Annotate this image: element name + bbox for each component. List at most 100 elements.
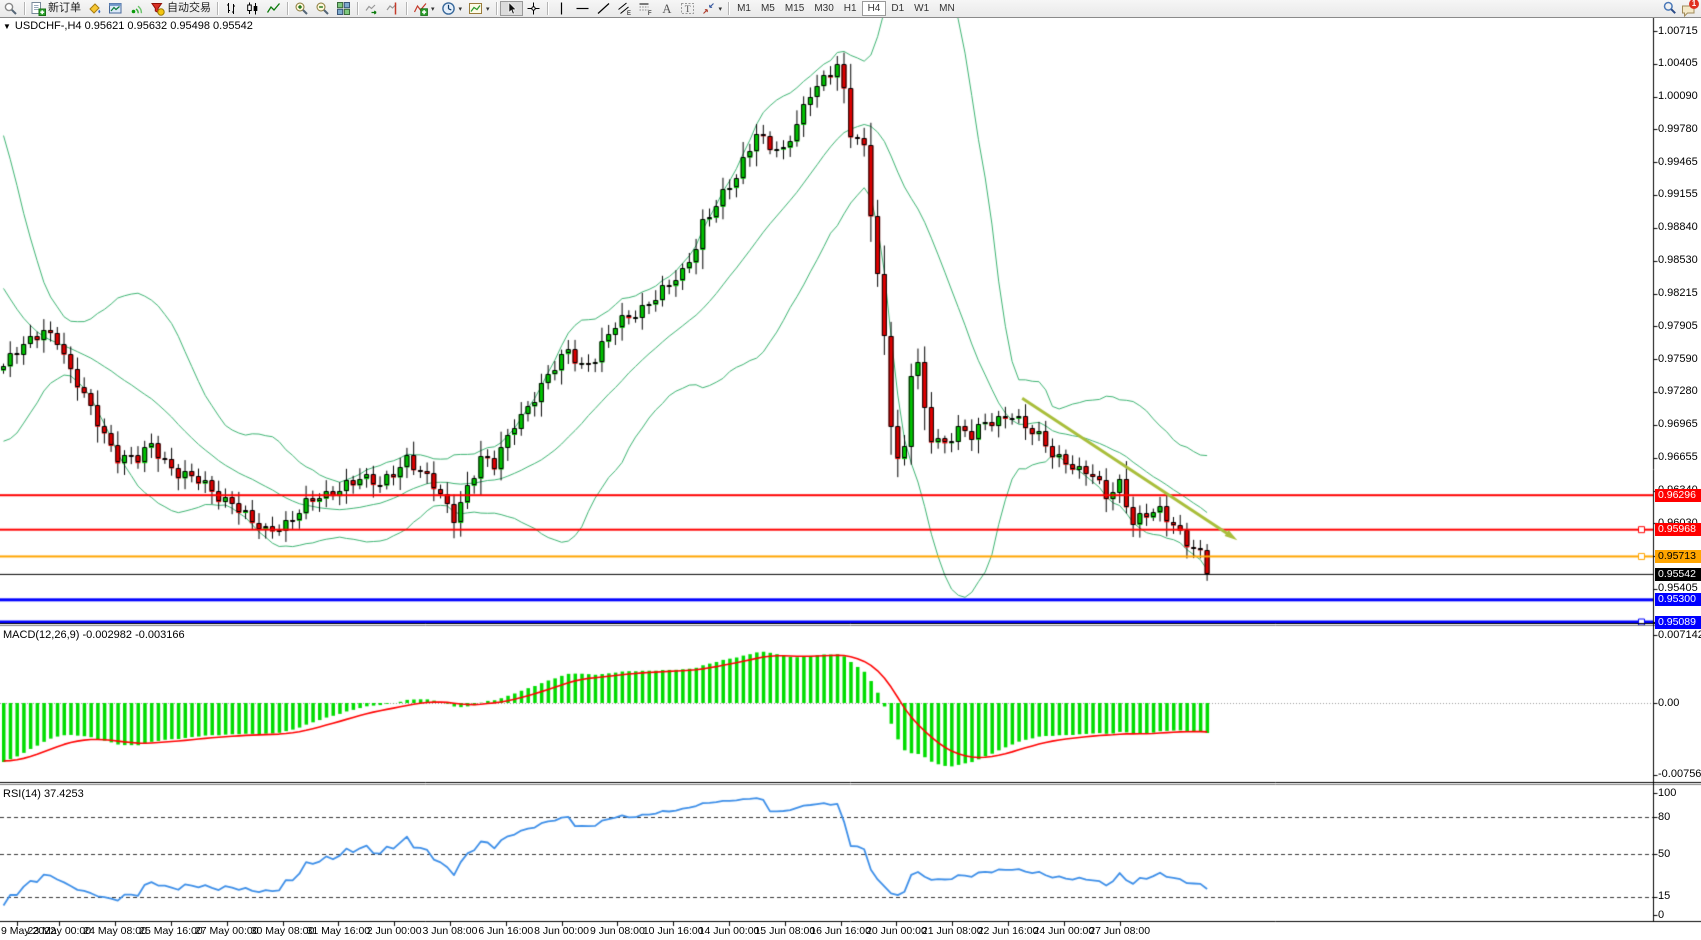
rsi-scale-label: 15 xyxy=(1658,890,1671,903)
chart-shift-button[interactable] xyxy=(382,0,403,17)
text-button[interactable]: A xyxy=(656,0,677,17)
timeframe-button-mn[interactable]: MN xyxy=(939,3,955,14)
panel-splitter-macd[interactable] xyxy=(0,621,1653,626)
periods-button[interactable]: ▾ xyxy=(438,0,466,17)
signal-button[interactable] xyxy=(126,0,147,17)
templates-icon xyxy=(468,1,483,16)
time-axis-label: 30 May 08:00 xyxy=(250,925,315,937)
price-line-tag: 0.95968 xyxy=(1655,523,1701,537)
timeframe-button-h4[interactable]: H4 xyxy=(861,1,887,16)
arrows-icon xyxy=(701,1,716,16)
new-order-button[interactable]: 新订单 xyxy=(28,0,84,17)
line-chart-icon xyxy=(266,1,281,16)
fibonacci-icon: F xyxy=(638,1,653,16)
toolbar-separator xyxy=(546,2,548,15)
zoom-in-button[interactable] xyxy=(291,0,312,17)
rsi-indicator-label: RSI(14) 37.4253 xyxy=(3,788,84,800)
time-axis-label: 10 Jun 16:00 xyxy=(642,925,704,937)
signal-icon xyxy=(129,1,144,16)
cursor-button[interactable] xyxy=(499,1,523,16)
time-axis-label: 20 Jun 00:00 xyxy=(866,925,927,937)
toolbar-separator xyxy=(24,2,25,15)
autotrade-button[interactable]: 自动交易 xyxy=(147,0,214,17)
timeframe-button-h1[interactable]: H1 xyxy=(843,3,857,14)
chat-icon[interactable]: 1 xyxy=(1681,0,1699,18)
time-axis-label: 14 Jun 00:00 xyxy=(698,925,760,937)
zoom-in-icon xyxy=(294,1,309,16)
bar-chart-button[interactable] xyxy=(221,0,242,17)
horizontal-line-button[interactable] xyxy=(572,0,593,17)
price-line-tag: 0.95542 xyxy=(1655,567,1701,581)
time-axis-label: 23 May 00:00 xyxy=(27,925,92,937)
horizontal-line-icon xyxy=(575,1,590,16)
price-line-tag: 0.95713 xyxy=(1655,549,1701,563)
fibonacci-button[interactable]: F xyxy=(635,0,656,17)
styles-bucket-button[interactable] xyxy=(84,0,105,17)
zoom-out-button[interactable] xyxy=(312,0,333,17)
time-axis-label: 24 Jun 00:00 xyxy=(1033,925,1095,937)
time-axis-label: 9 May 2022 xyxy=(1,925,56,937)
price-line-tag: 0.96296 xyxy=(1655,488,1701,502)
price-line-tag: 0.95089 xyxy=(1655,615,1701,629)
cursor-icon xyxy=(504,1,519,16)
time-axis-label: 21 Jun 08:00 xyxy=(921,925,983,937)
symbol-ohlc-text: USDCHF-,H4 0.95621 0.95632 0.95498 0.955… xyxy=(14,20,253,32)
svg-text:T: T xyxy=(684,5,690,15)
price-tick-label: 0.99465 xyxy=(1658,155,1698,168)
rsi-scale-label: 100 xyxy=(1658,786,1677,799)
search-icon[interactable] xyxy=(1662,0,1677,18)
tile-windows-button[interactable] xyxy=(333,0,354,17)
dropdown-arrow-icon[interactable]: ▾ xyxy=(486,5,490,13)
rsi-scale-label: 50 xyxy=(1658,847,1671,860)
price-tick-label: 0.99780 xyxy=(1658,122,1698,135)
timeframe-button-m5[interactable]: M5 xyxy=(760,3,775,14)
toolbar-items: 新订单 自动交易 ▾ ▾ ▾ E F A T ▾ M1 M5 M15 M30 H1 H4 D1 W1 MN xyxy=(0,0,960,17)
price-tick-label: 0.95405 xyxy=(1658,582,1698,595)
panel-splitter-rsi[interactable] xyxy=(0,780,1653,785)
dropdown-arrow-icon[interactable]: ▾ xyxy=(458,5,463,13)
magnifier-button[interactable] xyxy=(0,0,21,17)
time-axis-label: 27 Jun 08:00 xyxy=(1089,925,1151,937)
styles-bucket-icon xyxy=(87,1,102,16)
price-tick-label: 1.00405 xyxy=(1658,57,1698,70)
time-axis-label: 15 Jun 08:00 xyxy=(754,925,816,937)
indicators-button[interactable]: ▾ xyxy=(410,0,438,17)
collapse-quote-panel-icon[interactable]: ▼ xyxy=(3,21,11,31)
text-label-icon: T xyxy=(680,1,695,16)
time-axis-label: 27 May 00:00 xyxy=(194,925,259,937)
candlestick-icon xyxy=(245,1,260,16)
vertical-line-button[interactable] xyxy=(551,0,572,17)
toolbar-separator xyxy=(287,2,288,15)
time-axis-label: 25 May 16:00 xyxy=(139,925,203,937)
line-chart-button[interactable] xyxy=(263,0,284,17)
dropdown-arrow-icon[interactable]: ▾ xyxy=(718,5,723,13)
text-label-button[interactable]: T xyxy=(677,0,698,17)
macd-indicator-label: MACD(12,26,9) -0.002982 -0.003166 xyxy=(3,629,185,641)
timeframe-button-m30[interactable]: M30 xyxy=(814,3,834,14)
time-axis-label: 9 Jun 08:00 xyxy=(589,925,645,937)
equidistant-channel-button[interactable]: E xyxy=(614,0,635,17)
crosshair-button[interactable] xyxy=(523,0,544,17)
templates-button[interactable]: ▾ xyxy=(465,0,493,17)
tile-windows-icon xyxy=(336,1,351,16)
timeframe-button-w1[interactable]: W1 xyxy=(914,3,930,14)
toolbar-right: 1 xyxy=(1662,0,1701,18)
notification-badge: 1 xyxy=(1689,0,1699,9)
new-chart-button[interactable] xyxy=(105,0,126,17)
arrows-button[interactable]: ▾ xyxy=(698,0,726,17)
candlestick-button[interactable] xyxy=(242,0,263,17)
zoom-out-icon xyxy=(315,1,330,16)
magnifier-icon xyxy=(3,1,18,16)
time-axis-label: 24 May 08:00 xyxy=(83,925,147,937)
trendline-button[interactable] xyxy=(593,0,614,17)
new-order-icon xyxy=(31,1,46,16)
auto-scroll-button[interactable] xyxy=(361,0,382,17)
timeframe-button-m15[interactable]: M15 xyxy=(784,3,805,14)
timeframe-button-m1[interactable]: M1 xyxy=(737,3,751,14)
time-axis-label: 22 Jun 16:00 xyxy=(977,925,1039,937)
dropdown-arrow-icon[interactable]: ▾ xyxy=(431,5,435,13)
timeframe-button-d1[interactable]: D1 xyxy=(891,3,905,14)
